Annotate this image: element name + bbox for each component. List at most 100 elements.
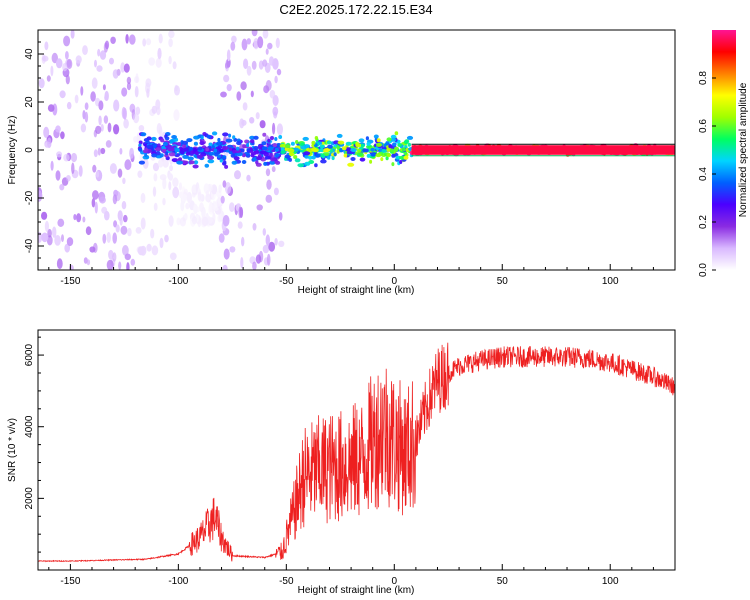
spectrogram-cell: [168, 152, 176, 157]
spectrogram-cell: [244, 139, 249, 144]
spectrogram-cell: [268, 56, 275, 66]
spectrogram-cell: [168, 173, 174, 181]
spectrogram-cell: [365, 136, 369, 141]
spectrogram-cell: [104, 90, 109, 102]
spectrogram-cell: [124, 253, 131, 261]
spectrogram-cell: [135, 73, 139, 83]
spectrogram-cell: [120, 225, 128, 235]
spectrogram-cell: [208, 142, 213, 147]
spectrogram-cell: [157, 143, 161, 148]
spectrogram-cell: [262, 244, 270, 254]
spectrogram-cell: [179, 191, 183, 199]
spectrogram-cell: [188, 146, 193, 151]
spectrogram-cell: [218, 233, 225, 243]
spectrogram-cell: [213, 148, 218, 153]
spectrogram-cell: [188, 160, 195, 165]
spectrogram-cell: [66, 58, 73, 70]
x-tick-label: 100: [602, 276, 619, 287]
spectrogram-cell: [57, 218, 65, 227]
spectrogram-cell: [208, 183, 213, 192]
spectrogram-cell: [62, 62, 68, 72]
spectrogram-cell: [255, 112, 260, 120]
spectrogram-cell: [229, 147, 233, 152]
spectrogram-cell: [204, 163, 210, 168]
spectrogram-cell: [312, 148, 319, 153]
spectrogram-cell: [275, 153, 280, 157]
spectrogram-cell: [215, 141, 223, 146]
spectrogram-cell: [126, 76, 132, 84]
spectrogram-cell: [222, 132, 229, 137]
spectrogram-cell: [82, 110, 86, 120]
spectrogram-cell: [91, 198, 96, 208]
spectrogram-cell: [278, 212, 283, 221]
spectrogram-cell: [355, 143, 361, 148]
spectrogram-cell: [237, 221, 243, 229]
spectrogram-cell: [407, 142, 411, 147]
spectrogram-cell: [171, 158, 179, 163]
spectrogram-cell: [370, 152, 376, 157]
spectrogram-cell: [63, 35, 71, 47]
spectrogram-cell: [183, 147, 189, 152]
spectrogram-cell: [168, 181, 172, 191]
spectrogram-cell: [232, 135, 236, 140]
spectrogram-cell: [94, 59, 97, 68]
spectrogram-cell: [362, 148, 369, 153]
spectrogram-cell: [249, 135, 256, 140]
spectrogram-cell: [178, 182, 183, 191]
spectrogram-cell: [66, 101, 72, 110]
spectrogram-cell: [155, 57, 162, 68]
spectrogram-cell: [370, 147, 375, 152]
spectrogram-cell: [253, 146, 259, 150]
spectrogram-cell: [228, 133, 232, 138]
spectrogram-cell: [100, 124, 104, 132]
spectrogram-cell: [47, 137, 52, 149]
spectrogram-cell: [265, 48, 269, 55]
spectrogram-cell: [193, 141, 198, 146]
spectrogram-cell: [191, 216, 197, 225]
spectrogram-cell: [159, 153, 164, 158]
spectrogram-cell: [70, 30, 75, 39]
spectrogram-cell: [350, 148, 357, 152]
spectrogram-cell: [122, 177, 126, 184]
spectrogram-cell: [314, 163, 318, 168]
spectrogram-cell: [47, 104, 55, 112]
spectrogram-cell: [274, 238, 278, 246]
spectrogram-cell: [314, 136, 319, 140]
spectrogram-cell: [182, 140, 189, 145]
spectrogram-cell: [100, 147, 106, 155]
spectrogram-cell: [192, 164, 199, 169]
spectrogram-cell: [220, 91, 227, 98]
colorbar-axis: 0.0 0.2 0.4 0.6 0.8: [698, 71, 716, 277]
spectrogram-cell: [290, 141, 295, 146]
spectrogram-cell: [99, 50, 107, 60]
y-tick-label: 4000: [24, 415, 35, 438]
spectrogram-cell: [46, 235, 53, 246]
spectrogram-cell: [274, 147, 279, 152]
spectrogram-cell: [222, 145, 227, 150]
spectrogram-cell: [54, 235, 61, 246]
spectrogram-cell: [231, 160, 238, 165]
spectrogram-cell: [146, 243, 152, 252]
spectrogram-cell: [95, 170, 100, 178]
spectrogram-cell: [388, 144, 393, 149]
spectrogram-cell: [205, 190, 210, 197]
spectrogram-cell: [241, 160, 247, 164]
spectrogram-cell: [160, 138, 165, 143]
spectrogram-cell: [144, 153, 148, 157]
spectrogram-cell: [82, 216, 86, 223]
spectrogram-cell: [350, 157, 356, 161]
spectrogram-cell: [287, 148, 295, 153]
spectrogram-cell: [238, 206, 242, 219]
spectrogram-cell: [273, 187, 279, 196]
spectrogram-cell: [241, 119, 247, 126]
spectrogram-cell: [295, 140, 299, 144]
spectrogram-cell: [120, 62, 126, 73]
spectrogram-cell: [242, 102, 248, 111]
spectrogram-cell: [113, 124, 120, 135]
spectrogram-cell: [217, 214, 223, 223]
spectrogram-heatmap: [38, 30, 675, 270]
spectrogram-cell: [215, 198, 223, 207]
spectrogram-cell: [242, 144, 246, 149]
spectrogram-cell: [252, 261, 257, 270]
spectrogram-cell: [162, 159, 169, 168]
